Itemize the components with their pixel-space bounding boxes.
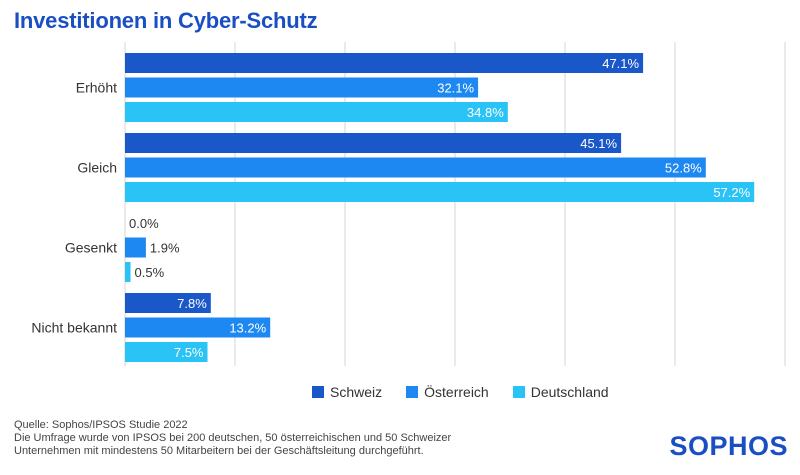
data-label: 0.0%	[129, 216, 159, 231]
legend-label-deutschland: Deutschland	[530, 384, 609, 400]
bar	[125, 317, 271, 338]
category-label: Gesenkt	[65, 240, 117, 256]
data-label: 34.8%	[467, 105, 504, 120]
bar-chart: Erhöht 47.1% 32.1% 34.8% Gleich 45.1% 52.8% 57.…	[31, 42, 786, 366]
data-label: 1.9%	[150, 241, 180, 256]
category-label: Erhöht	[76, 80, 117, 96]
chart-legend: Schweiz Österreich Deutschland	[312, 384, 633, 400]
category-label: Nicht bekannt	[31, 320, 117, 336]
legend-label-oesterreich: Österreich	[424, 384, 489, 400]
data-label: 0.5%	[135, 265, 165, 280]
source-footnote: Quelle: Sophos/IPSOS Studie 2022 Die Umf…	[14, 419, 451, 458]
category-label: Gleich	[77, 160, 117, 176]
bar	[125, 77, 479, 98]
bar	[125, 157, 706, 178]
bar	[125, 342, 208, 362]
chart-title: Investitionen in Cyber-Schutz	[14, 8, 318, 33]
legend-label-schweiz: Schweiz	[330, 384, 383, 400]
legend-item-schweiz: Schweiz	[312, 384, 382, 400]
bar	[125, 133, 622, 153]
footnote-method-2: Unternehmen mit mindestens 50 Mitarbeite…	[14, 445, 424, 457]
bar	[125, 237, 146, 258]
legend-item-oesterreich: Österreich	[406, 384, 489, 400]
data-label: 52.8%	[665, 161, 702, 176]
sophos-logo: SOPHOS	[669, 431, 788, 461]
bar	[125, 262, 131, 282]
bar	[125, 53, 644, 73]
legend-swatch-oesterreich	[406, 386, 419, 398]
data-label: 7.5%	[174, 345, 204, 360]
bar	[125, 102, 508, 122]
legend-swatch-schweiz	[312, 386, 324, 398]
data-label: 32.1%	[437, 81, 474, 96]
legend-item-deutschland: Deutschland	[512, 384, 609, 400]
bar	[125, 293, 211, 313]
data-label: 47.1%	[602, 56, 639, 71]
footnote-source: Quelle: Sophos/IPSOS Studie 2022	[14, 419, 188, 431]
data-label: 7.8%	[177, 296, 207, 311]
bar	[125, 182, 755, 202]
data-label: 45.1%	[580, 136, 617, 151]
legend-swatch-deutschland	[512, 386, 525, 398]
data-label: 57.2%	[713, 185, 750, 200]
data-label: 13.2%	[229, 321, 266, 336]
footnote-method-1: Die Umfrage wurde von IPSOS bei 200 deut…	[14, 432, 452, 444]
